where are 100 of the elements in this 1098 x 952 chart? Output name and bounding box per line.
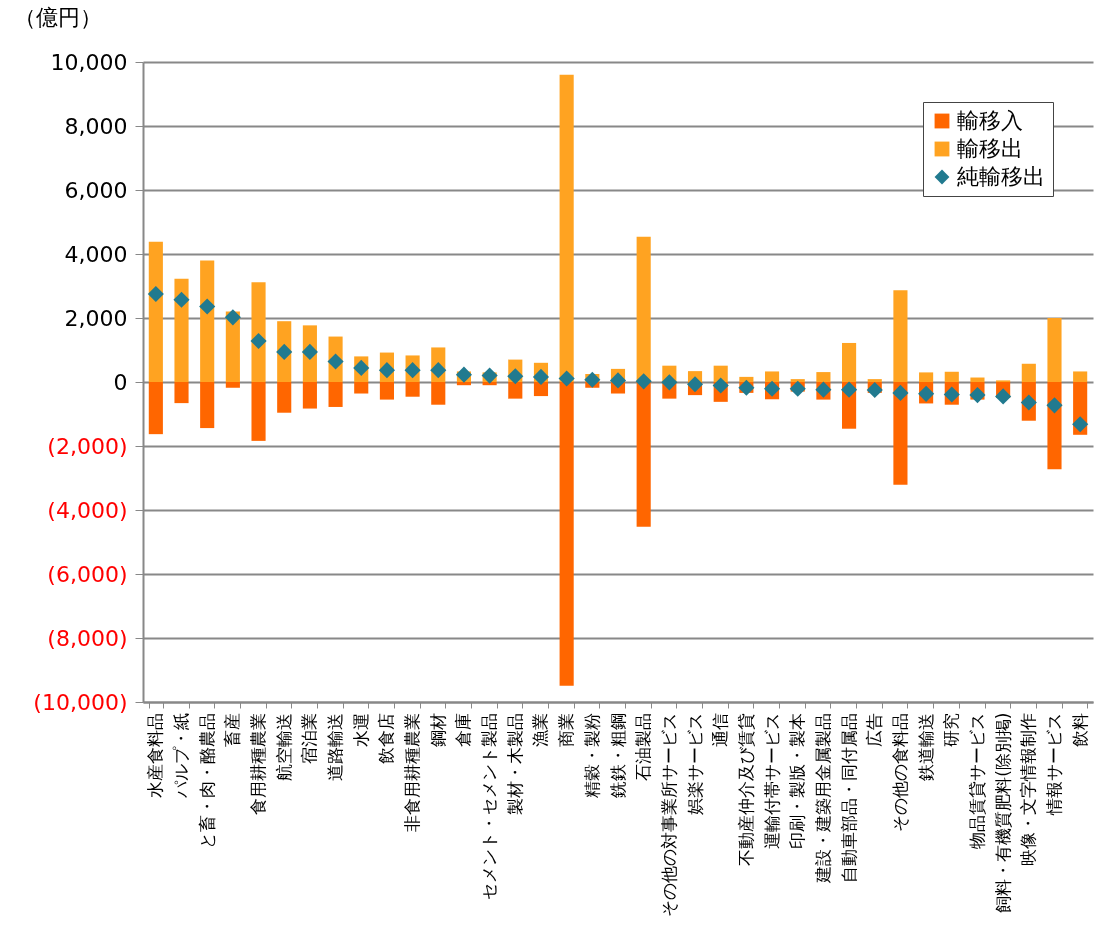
x-tick-label: 自動車部品・同付属品 <box>838 712 859 883</box>
bar <box>559 382 574 686</box>
bar <box>302 382 317 409</box>
x-tick-label: 倉庫 <box>453 712 474 747</box>
y-tick-label: (6,000) <box>47 561 128 587</box>
bar <box>456 382 472 386</box>
bar <box>174 382 189 404</box>
x-tick-label: 不動産仲介及び賃貸 <box>735 712 756 866</box>
bar <box>636 236 651 382</box>
x-tick-label: 飲料 <box>1069 712 1090 747</box>
x-tick-label: 情報サービス <box>1043 712 1064 816</box>
x-tick-label: 飲食店 <box>376 712 397 764</box>
bar <box>328 382 343 407</box>
x-tick-label: と畜・肉・酪農品 <box>196 712 217 849</box>
point <box>789 380 806 397</box>
x-tick-label: 娯楽サービス <box>684 712 705 815</box>
point <box>276 343 293 360</box>
point <box>1020 394 1037 411</box>
bar <box>200 382 215 429</box>
point <box>866 381 883 399</box>
x-tick-label: 非食用耕種農業 <box>402 712 423 832</box>
x-tick-label: 畜産 <box>222 712 243 747</box>
x-tick-label: パルプ・紙 <box>171 712 192 799</box>
point <box>995 388 1012 405</box>
bar <box>225 382 240 388</box>
point <box>1072 416 1089 433</box>
bar <box>174 278 189 382</box>
x-tick-label: 水運 <box>350 712 371 747</box>
x-tick-label: 製材・木製品 <box>504 712 525 815</box>
legend-label: 輸移入 <box>957 108 1023 133</box>
bar <box>790 379 805 382</box>
point <box>199 298 216 315</box>
bar <box>739 376 754 382</box>
bar <box>970 377 985 382</box>
bar <box>842 342 857 382</box>
y-tick-label: (2,000) <box>47 433 128 459</box>
x-tick-label: 漁業 <box>530 712 551 747</box>
point <box>558 370 575 387</box>
x-tick-label: 印刷・製版・製本 <box>787 712 808 849</box>
x-tick-label: 映像・文字情報制作 <box>1018 712 1039 866</box>
bar <box>816 372 831 382</box>
bar <box>764 371 780 382</box>
point <box>661 374 678 391</box>
point <box>301 343 318 360</box>
point <box>327 353 344 370</box>
point <box>1046 397 1063 414</box>
point <box>173 291 190 308</box>
point <box>353 359 370 376</box>
bar <box>251 282 266 382</box>
bar <box>379 382 394 400</box>
y-tick-label: (4,000) <box>47 497 128 523</box>
y-tick-label: (10,000) <box>33 689 128 715</box>
bar <box>1047 382 1062 470</box>
point <box>430 362 447 379</box>
x-tick-label: 商業 <box>556 712 577 747</box>
x-tick-label: セメント・セメント製品 <box>479 712 500 900</box>
y-tick-label: 8,000 <box>64 113 128 139</box>
bar <box>200 260 215 382</box>
x-tick-label: 運輸付帯サービス <box>761 712 782 849</box>
legend-label: 純輸移出 <box>957 164 1045 189</box>
y-tick-label: 10,000 <box>50 49 128 75</box>
point <box>686 376 704 393</box>
x-tick-label: 建設・建築用金属製品 <box>812 712 833 884</box>
x-tick-label: 精穀・製粉 <box>581 712 602 798</box>
y-tick-label: 6,000 <box>64 177 128 203</box>
point <box>532 368 550 385</box>
x-tick-label: 研究 <box>941 712 962 747</box>
point <box>609 372 627 389</box>
point <box>943 386 960 403</box>
point <box>507 368 524 385</box>
bar <box>893 382 908 485</box>
point <box>584 371 601 388</box>
x-tick-label: 銑鉄・粗鋼 <box>607 712 628 798</box>
y-tick-label: 4,000 <box>64 241 128 267</box>
y-tick-label: (8,000) <box>47 625 128 651</box>
x-tick-label: 広告 <box>864 712 885 747</box>
point <box>712 377 729 394</box>
x-tick-label: 宿泊業 <box>299 712 320 764</box>
x-tick-label: 航空輸送 <box>273 712 294 781</box>
bar <box>636 382 651 527</box>
bar <box>867 379 882 382</box>
bar <box>1021 363 1036 382</box>
x-tick-label: 物品賃貸サービス <box>966 712 987 849</box>
point <box>404 362 421 379</box>
bar <box>533 382 549 397</box>
bar <box>431 382 446 405</box>
y-tick-label: 2,000 <box>64 305 128 331</box>
x-tick-label: 石油製品 <box>633 712 654 781</box>
point <box>147 285 164 303</box>
point <box>969 387 986 404</box>
y-axis-title: （億円） <box>13 4 102 30</box>
x-tick-label: 食用耕種農業 <box>248 712 269 815</box>
point <box>378 362 395 379</box>
x-tick-label: 通信 <box>710 712 731 747</box>
bar <box>944 371 959 382</box>
bar <box>148 241 163 382</box>
y-tick-label: 0 <box>113 369 128 395</box>
point <box>250 332 267 350</box>
x-tick-label: 道路輸送 <box>325 712 346 781</box>
bar <box>559 74 574 382</box>
